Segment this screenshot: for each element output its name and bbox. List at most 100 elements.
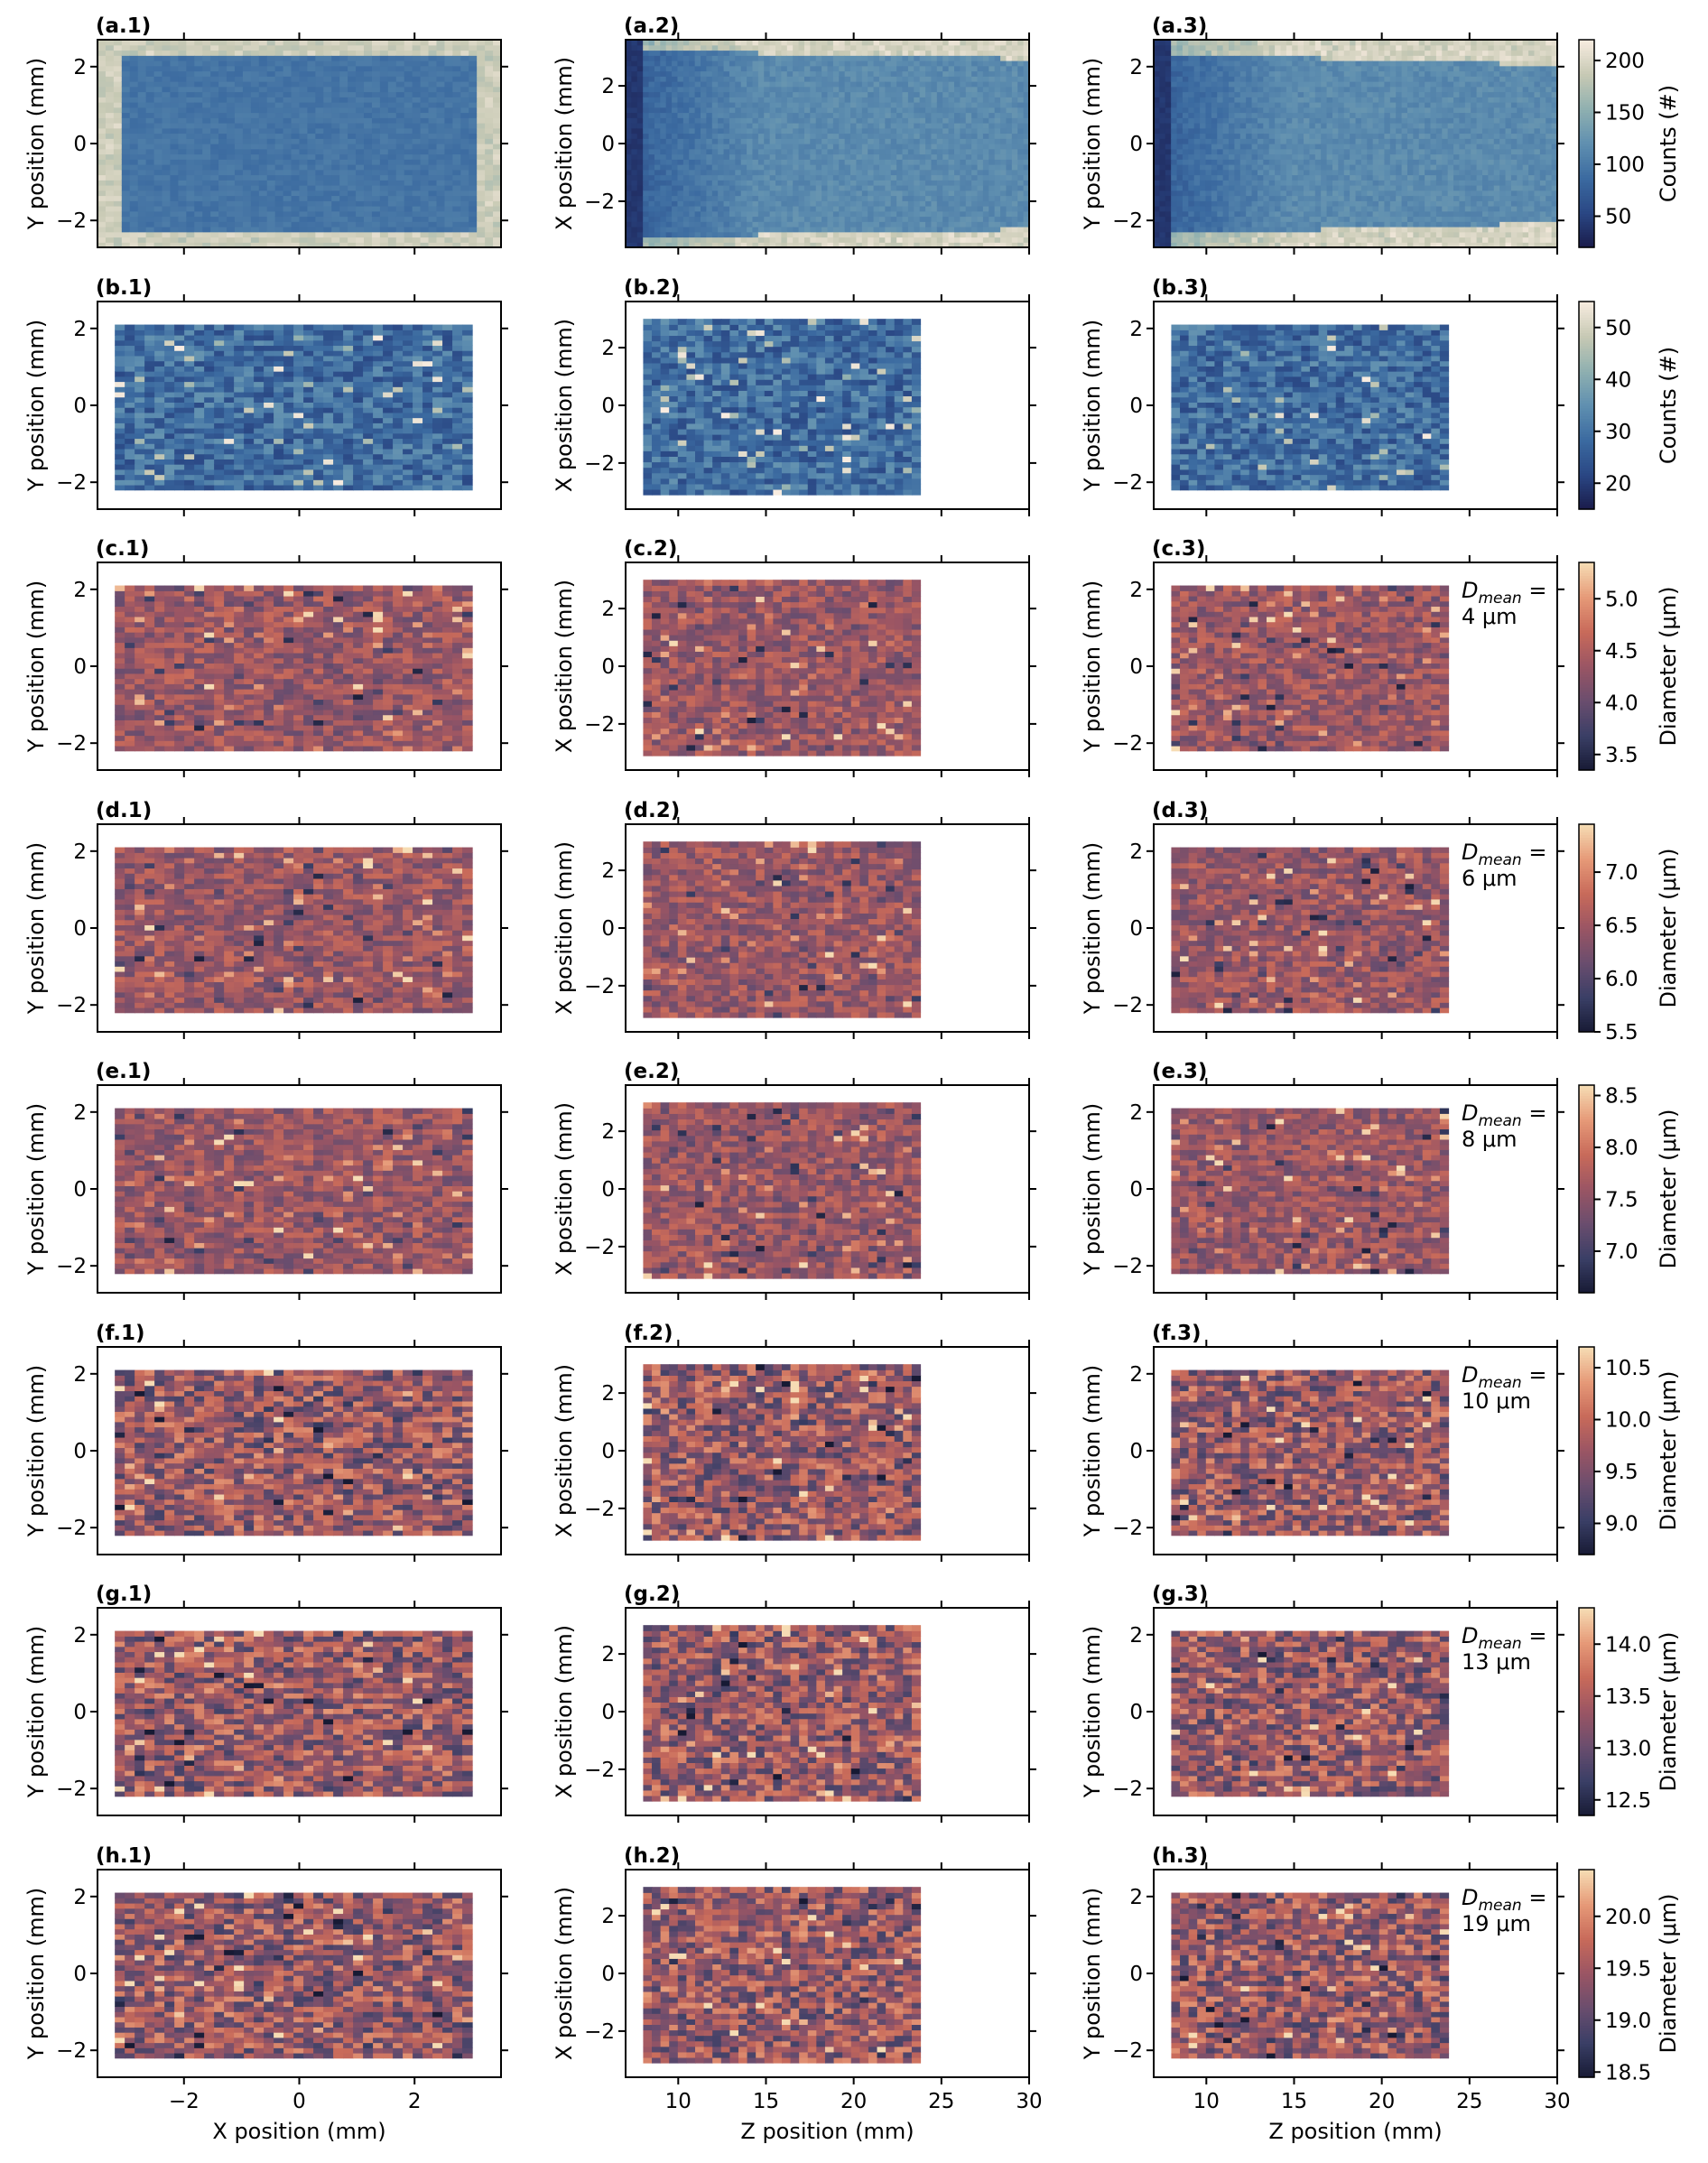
heatmap-cell <box>770 185 776 190</box>
heatmap-cell <box>914 211 920 217</box>
heatmap-cell <box>654 87 661 92</box>
heatmap-cell <box>793 66 799 71</box>
heatmap-cell <box>388 102 397 107</box>
heatmap-cell <box>283 55 292 60</box>
heatmap-cell <box>170 159 179 164</box>
heatmap-cell <box>896 60 903 66</box>
heatmap-cell <box>758 154 765 160</box>
heatmap-cell <box>130 97 139 102</box>
heatmap-cell <box>775 211 782 217</box>
heatmap-cell <box>631 102 637 107</box>
heatmap-cell <box>637 97 644 102</box>
heatmap-cell <box>178 113 187 118</box>
heatmap-cell <box>1012 206 1018 211</box>
heatmap-cell <box>908 66 914 71</box>
heatmap-cell <box>781 221 787 227</box>
heatmap-cell <box>643 217 649 222</box>
heatmap-cell <box>307 154 316 160</box>
heatmap-cell <box>747 138 753 144</box>
heatmap-cell <box>677 154 683 160</box>
heatmap-cell <box>323 123 332 128</box>
heatmap-cell <box>822 107 828 113</box>
heatmap-cell <box>348 60 357 66</box>
heatmap-cell <box>949 190 955 196</box>
heatmap-cell <box>292 60 301 66</box>
heatmap-cell <box>404 81 413 87</box>
heatmap-cell <box>781 149 787 154</box>
heatmap-cell <box>364 227 373 232</box>
heatmap-cell <box>323 66 332 71</box>
heatmap-cell <box>787 138 794 144</box>
heatmap-cell <box>114 200 123 206</box>
heatmap-cell <box>845 60 851 66</box>
heatmap-cell <box>816 217 822 222</box>
heatmap-cell <box>729 128 736 134</box>
heatmap-cell <box>122 154 131 160</box>
heatmap-cell <box>989 60 995 66</box>
heatmap-cell <box>315 185 324 190</box>
heatmap-cell <box>307 92 316 97</box>
heatmap-cell <box>178 97 187 102</box>
heatmap-cell <box>683 154 690 160</box>
heatmap-cell <box>787 232 794 237</box>
heatmap-cell <box>364 200 373 206</box>
heatmap-cell <box>114 237 123 243</box>
heatmap-cell <box>97 180 107 185</box>
heatmap-cell <box>396 128 405 134</box>
heatmap-cell <box>283 113 292 118</box>
heatmap-cell <box>162 180 172 185</box>
heatmap-cell <box>283 227 292 232</box>
heatmap-cell <box>130 117 139 123</box>
heatmap-cell <box>626 117 632 123</box>
heatmap-cell <box>1000 159 1007 164</box>
heatmap-cell <box>637 66 644 71</box>
heatmap-cell <box>735 76 741 81</box>
heatmap-cell <box>396 76 405 81</box>
heatmap-cell <box>130 190 139 196</box>
heatmap-cell <box>97 81 107 87</box>
heatmap-cell <box>243 200 252 206</box>
heatmap-cell <box>735 71 741 77</box>
heatmap-cell <box>677 71 683 77</box>
heatmap-cell <box>178 55 187 60</box>
heatmap-cell <box>444 237 453 243</box>
heatmap-cell <box>243 144 252 149</box>
heatmap-cell <box>752 107 758 113</box>
heatmap-cell <box>701 175 707 181</box>
heatmap-cell <box>404 211 413 217</box>
heatmap-cell <box>106 232 115 237</box>
heatmap-cell <box>677 66 683 71</box>
heatmap-cell <box>908 102 914 107</box>
heatmap-cell <box>793 71 799 77</box>
heatmap-cell <box>452 237 461 243</box>
heatmap-cell <box>469 107 478 113</box>
heatmap-cell <box>202 123 211 128</box>
heatmap-cell <box>666 217 673 222</box>
heatmap-cell <box>960 211 966 217</box>
heatmap-cell <box>323 206 332 211</box>
heatmap-cell <box>683 170 690 175</box>
heatmap-cell <box>323 200 332 206</box>
heatmap-cell <box>874 128 880 134</box>
heatmap-cell <box>1000 170 1007 175</box>
heatmap-cell <box>348 87 357 92</box>
heatmap-cell <box>138 117 147 123</box>
heatmap-cell <box>251 66 260 71</box>
heatmap-cell <box>845 66 851 71</box>
heatmap-cell <box>97 159 107 164</box>
heatmap-cell <box>267 221 276 227</box>
heatmap-cell <box>729 211 736 217</box>
heatmap-cell <box>989 113 995 118</box>
heatmap-cell <box>235 217 244 222</box>
heatmap-cell <box>227 190 236 196</box>
heatmap-cell <box>741 66 747 71</box>
heatmap-cell <box>388 170 397 175</box>
heatmap-cell <box>822 138 828 144</box>
heatmap-cell <box>186 66 195 71</box>
heatmap-cell <box>949 149 955 154</box>
heatmap-cell <box>235 206 244 211</box>
heatmap-cell <box>712 200 719 206</box>
heatmap-cell <box>833 175 840 181</box>
heatmap-cell <box>315 97 324 102</box>
heatmap-cell <box>850 227 857 232</box>
